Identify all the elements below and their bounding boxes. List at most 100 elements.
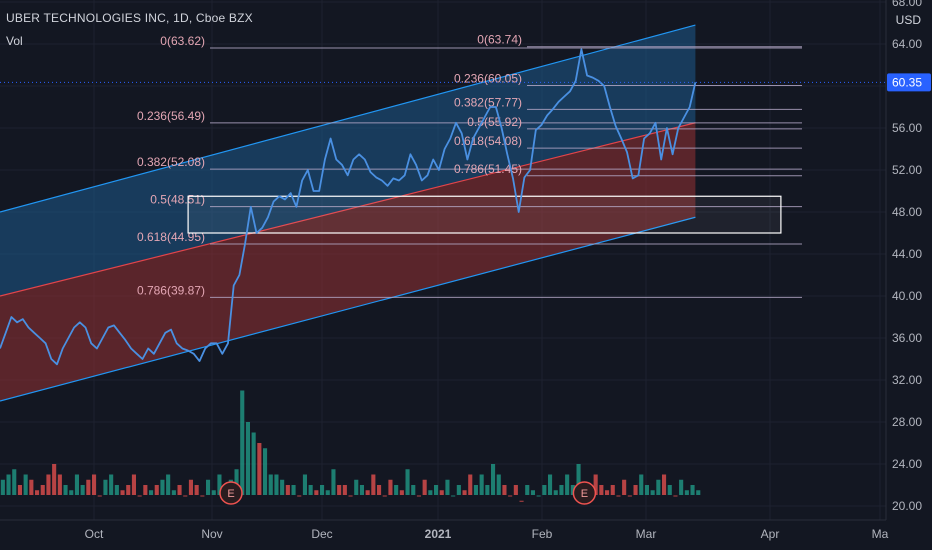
volume-bar-15 [86, 479, 91, 495]
volume-bar-67 [382, 495, 387, 497]
y-tick-label-1: 64.00 [892, 37, 922, 51]
volume-bar-65 [371, 474, 376, 495]
volume-bar-22 [126, 485, 131, 495]
volume-bar-73 [416, 495, 421, 497]
volume-bar-51 [291, 485, 296, 495]
volume-bar-56 [320, 485, 325, 495]
volume-bar-78 [445, 479, 450, 495]
fib-right-label-3: 0.5(55.92) [467, 115, 522, 129]
fib-right-label-1: 0.236(60.05) [454, 71, 522, 85]
volume-bar-58 [331, 469, 336, 495]
volume-bar-95 [542, 485, 547, 495]
volume-bar-119 [679, 479, 684, 495]
x-tick-label-7: Ma [872, 527, 889, 541]
volume-bar-68 [388, 479, 393, 495]
volume-bar-11 [63, 485, 68, 495]
volume-bar-21 [120, 490, 125, 495]
volume-bar-53 [302, 474, 307, 495]
volume-bar-120 [684, 490, 689, 495]
volume-bar-6 [35, 490, 40, 495]
volume-bar-93 [530, 490, 535, 495]
volume-bar-18 [103, 479, 108, 495]
volume-bar-30 [171, 490, 176, 495]
time-axis-panel [0, 520, 932, 550]
earnings-marker-0 [219, 481, 243, 505]
volume-bar-45 [257, 443, 262, 495]
volume-bar-75 [428, 490, 433, 495]
volume-bar-77 [439, 490, 444, 495]
fib-right-label-0: 0(63.74) [477, 33, 522, 47]
zone-box [187, 195, 782, 234]
volume-bar-48 [274, 474, 279, 495]
volume-bar-94 [536, 495, 541, 497]
x-tick-label-1: Nov [201, 527, 222, 541]
earnings-marker-label-0: E [227, 488, 234, 500]
fib-left-label-2: 0.382(52.08) [137, 155, 205, 169]
volume-bar-7 [40, 485, 45, 495]
volume-bar-115 [656, 479, 661, 495]
volume-bar-26 [149, 490, 154, 495]
x-tick-label-6: Apr [761, 527, 780, 541]
symbol-title[interactable]: UBER TECHNOLOGIES INC, 1D, Cboe BZX [6, 11, 253, 25]
volume-bar-52 [297, 495, 302, 497]
volume-bar-91 [519, 500, 524, 502]
fib-left-label-5: 0.786(39.87) [137, 283, 205, 297]
volume-bar-46 [263, 448, 268, 495]
y-tick-label-5: 48.00 [892, 205, 922, 219]
volume-bar-50 [285, 485, 290, 495]
volume-bar-70 [399, 490, 404, 495]
earnings-marker-1 [572, 481, 597, 505]
volume-bar-106 [605, 490, 610, 495]
currency-label: USD [896, 13, 922, 27]
volume-bar-116 [662, 474, 667, 495]
volume-bar-63 [359, 485, 364, 495]
volume-bar-16 [92, 474, 97, 495]
volume-bar-72 [411, 485, 416, 495]
volume-bar-84 [479, 474, 484, 495]
volume-bar-105 [599, 485, 604, 495]
price-line [0, 48, 697, 366]
volume-bar-81 [462, 490, 467, 495]
volume-bar-85 [485, 485, 490, 495]
volume-bar-101 [576, 464, 581, 495]
volume-bar-60 [342, 485, 347, 495]
volume-bar-98 [559, 485, 564, 495]
volume-bar-49 [280, 479, 285, 495]
volume-bar-92 [525, 485, 530, 495]
volume-label[interactable]: Vol [6, 34, 23, 48]
volume-bar-104 [593, 474, 598, 495]
volume-bar-14 [80, 485, 85, 495]
volume-bar-69 [394, 485, 399, 495]
volume-bar-0 [0, 479, 5, 495]
volume-bar-122 [696, 490, 701, 495]
y-tick-label-12: 20.00 [892, 499, 922, 513]
volume-bar-64 [365, 490, 370, 495]
price-axis-panel [886, 0, 932, 550]
volume-bar-41 [234, 469, 239, 495]
volume-bar-89 [508, 495, 513, 497]
volume-bar-44 [251, 432, 256, 495]
volume-bar-2 [12, 469, 17, 495]
fib-right-label-2: 0.382(57.77) [454, 95, 522, 109]
volume-bar-55 [314, 490, 319, 495]
volume-bar-118 [673, 495, 678, 497]
volume-bar-5 [29, 479, 34, 495]
fib-left-label-1: 0.236(56.49) [137, 109, 205, 123]
volume-bar-33 [188, 479, 193, 495]
y-tick-label-8: 36.00 [892, 331, 922, 345]
volume-bar-13 [74, 474, 79, 495]
volume-bar-80 [456, 485, 461, 495]
volume-bar-27 [154, 485, 159, 495]
volume-bar-83 [473, 485, 478, 495]
channel-lower-line [0, 216, 696, 402]
volume-bar-114 [650, 490, 655, 495]
volume-bar-79 [451, 495, 456, 497]
fib-left-label-0: 0(63.62) [160, 34, 205, 48]
volume-bar-9 [52, 464, 57, 495]
volume-bar-113 [644, 485, 649, 495]
volume-bar-36 [206, 479, 211, 495]
x-tick-label-4: Feb [532, 527, 553, 541]
volume-bar-19 [109, 474, 114, 495]
volume-bar-1 [6, 474, 11, 495]
